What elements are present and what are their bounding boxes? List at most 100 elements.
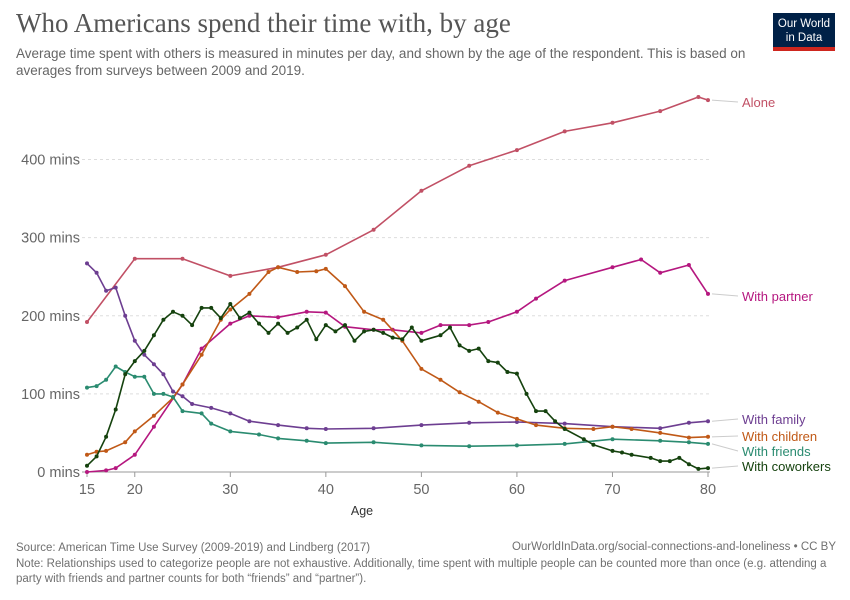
data-point bbox=[266, 270, 271, 274]
data-point bbox=[142, 374, 147, 379]
data-point bbox=[591, 442, 596, 447]
source-text: Source: American Time Use Survey (2009-2… bbox=[16, 542, 371, 554]
data-point bbox=[581, 437, 586, 442]
x-tick-label: 70 bbox=[604, 482, 620, 498]
data-point bbox=[218, 316, 223, 321]
data-point bbox=[285, 330, 290, 335]
data-point bbox=[304, 309, 309, 314]
data-point bbox=[276, 436, 281, 441]
y-tick-label: 300 mins bbox=[21, 231, 80, 247]
data-point bbox=[132, 429, 137, 434]
data-point bbox=[658, 438, 663, 443]
owid-logo[interactable]: Our World in Data bbox=[773, 13, 835, 51]
data-point bbox=[343, 284, 347, 289]
data-point bbox=[381, 317, 386, 322]
data-point bbox=[419, 338, 424, 343]
data-point bbox=[371, 426, 376, 431]
data-point bbox=[151, 391, 156, 396]
data-point bbox=[706, 291, 710, 296]
data-point bbox=[295, 325, 300, 330]
data-point bbox=[247, 310, 252, 315]
data-point bbox=[706, 419, 710, 424]
series-line-with-partner bbox=[86, 258, 709, 473]
data-point bbox=[323, 441, 328, 446]
data-point bbox=[448, 325, 452, 330]
data-point bbox=[228, 307, 233, 312]
data-point bbox=[94, 384, 99, 389]
x-tick-label: 15 bbox=[79, 482, 95, 498]
data-point bbox=[476, 346, 481, 351]
data-point bbox=[438, 323, 443, 328]
series-lines bbox=[85, 95, 710, 474]
data-point bbox=[123, 313, 128, 318]
data-point bbox=[180, 313, 185, 318]
data-point bbox=[562, 441, 567, 446]
data-point bbox=[495, 410, 500, 415]
data-point bbox=[610, 424, 615, 429]
data-point bbox=[658, 430, 663, 435]
data-point bbox=[85, 320, 89, 324]
series-line-with-family bbox=[86, 262, 709, 430]
data-point bbox=[228, 302, 233, 306]
label-connector bbox=[711, 99, 739, 103]
data-point bbox=[514, 416, 519, 421]
data-point bbox=[247, 291, 252, 296]
data-point bbox=[85, 385, 89, 390]
x-tick-label: 40 bbox=[318, 482, 334, 498]
data-point bbox=[610, 437, 615, 442]
data-point bbox=[667, 459, 672, 464]
data-point bbox=[142, 352, 147, 357]
data-point bbox=[362, 309, 367, 314]
data-point bbox=[171, 309, 175, 314]
data-point bbox=[562, 427, 567, 431]
data-point bbox=[209, 305, 214, 310]
series-label: With children bbox=[742, 429, 817, 444]
label-connector bbox=[711, 443, 739, 452]
label-connector bbox=[711, 465, 739, 469]
data-point bbox=[362, 329, 367, 334]
y-tick-label: 100 mins bbox=[21, 387, 80, 403]
data-point bbox=[706, 441, 710, 446]
series-label: With friends bbox=[742, 444, 811, 459]
data-point bbox=[123, 440, 128, 445]
data-point bbox=[304, 426, 309, 431]
data-point bbox=[85, 452, 89, 457]
data-point bbox=[457, 343, 462, 348]
data-point bbox=[543, 409, 548, 414]
data-point bbox=[276, 265, 281, 270]
data-point bbox=[314, 269, 319, 274]
data-point bbox=[209, 421, 214, 426]
data-point bbox=[658, 270, 663, 275]
data-point bbox=[686, 263, 691, 267]
data-point bbox=[409, 325, 414, 330]
data-point bbox=[161, 372, 166, 377]
x-axis-title: Age bbox=[351, 504, 373, 518]
data-point bbox=[658, 459, 663, 464]
data-point bbox=[199, 352, 204, 357]
x-tick-label: 80 bbox=[700, 482, 716, 498]
data-point bbox=[514, 148, 519, 153]
data-point bbox=[104, 288, 109, 293]
data-point bbox=[276, 423, 281, 428]
data-point bbox=[113, 466, 118, 471]
data-point bbox=[706, 466, 710, 471]
data-point bbox=[371, 227, 376, 232]
data-point bbox=[85, 470, 89, 474]
data-point bbox=[658, 426, 663, 431]
data-point bbox=[333, 329, 338, 334]
footnote: Note: Relationships used to categorize p… bbox=[16, 558, 827, 585]
data-point bbox=[706, 434, 710, 439]
data-point bbox=[151, 333, 156, 338]
data-point bbox=[304, 317, 309, 322]
data-point bbox=[323, 310, 328, 315]
data-point bbox=[104, 377, 109, 382]
data-point bbox=[686, 462, 691, 467]
data-point bbox=[438, 333, 443, 338]
data-point bbox=[686, 420, 691, 425]
data-point bbox=[85, 463, 89, 468]
data-point bbox=[85, 261, 89, 266]
data-point bbox=[151, 362, 156, 367]
data-point bbox=[514, 371, 519, 376]
source-url-link[interactable]: OurWorldInData.org/social-connections-an… bbox=[511, 541, 836, 553]
data-point bbox=[686, 435, 691, 440]
